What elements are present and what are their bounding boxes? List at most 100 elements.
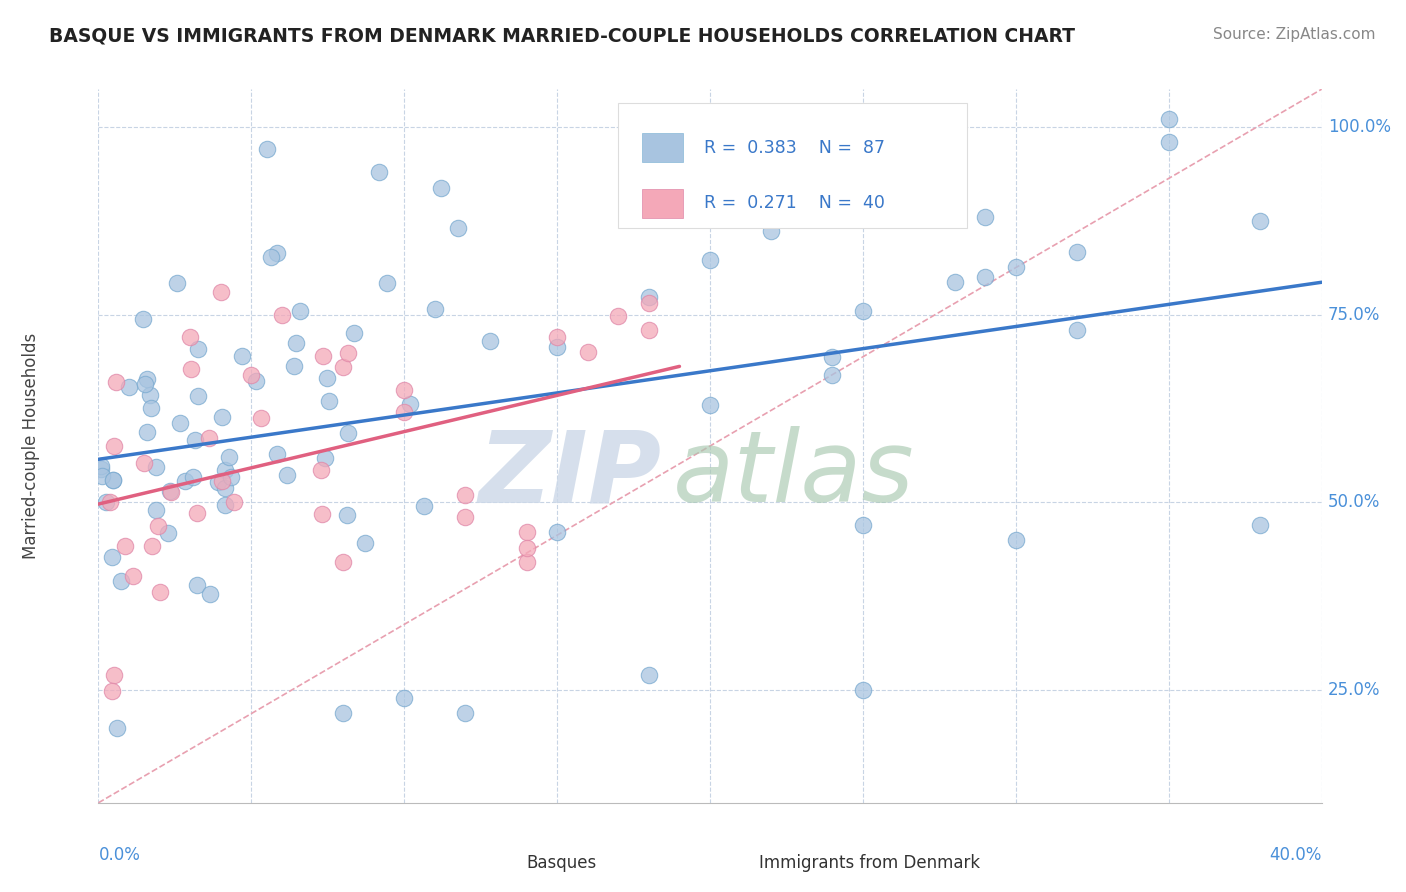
Point xyxy=(759,224,782,238)
Point xyxy=(368,165,391,179)
Point xyxy=(266,246,288,260)
Point xyxy=(224,494,246,508)
Point xyxy=(184,433,207,447)
Point xyxy=(412,499,434,513)
Point xyxy=(186,506,208,520)
Point xyxy=(423,301,446,316)
Point xyxy=(221,470,243,484)
Point xyxy=(179,330,201,344)
Point xyxy=(256,142,278,156)
Point xyxy=(392,405,416,419)
Point xyxy=(103,439,125,453)
Point xyxy=(94,495,117,509)
Point xyxy=(101,550,124,565)
Point xyxy=(332,556,354,570)
Point xyxy=(214,498,236,512)
Point xyxy=(943,275,966,289)
Point xyxy=(91,469,114,483)
Text: 100.0%: 100.0% xyxy=(1327,118,1391,136)
Point xyxy=(169,416,191,430)
Point xyxy=(90,462,112,476)
Point xyxy=(145,459,167,474)
Text: 0.0%: 0.0% xyxy=(98,846,141,863)
Point xyxy=(1004,533,1026,547)
Point xyxy=(314,450,336,465)
Point xyxy=(392,383,416,397)
Point xyxy=(146,519,169,533)
Point xyxy=(240,368,263,382)
Point xyxy=(283,359,305,373)
Point xyxy=(288,304,311,318)
FancyBboxPatch shape xyxy=(641,134,683,162)
Point xyxy=(214,463,236,477)
Point xyxy=(637,322,661,336)
Point xyxy=(392,690,416,705)
Point xyxy=(974,270,997,285)
Point xyxy=(546,330,568,344)
Point xyxy=(149,585,172,599)
Point xyxy=(187,389,209,403)
Point xyxy=(637,296,661,310)
Point xyxy=(141,539,163,553)
Point xyxy=(699,253,721,268)
Point xyxy=(430,181,453,195)
Point xyxy=(1004,260,1026,274)
FancyBboxPatch shape xyxy=(619,103,967,228)
Point xyxy=(343,326,366,340)
Point xyxy=(332,360,354,375)
Point xyxy=(399,397,422,411)
Point xyxy=(186,578,208,592)
Text: BASQUE VS IMMIGRANTS FROM DENMARK MARRIED-COUPLE HOUSEHOLDS CORRELATION CHART: BASQUE VS IMMIGRANTS FROM DENMARK MARRIE… xyxy=(49,27,1076,45)
Point xyxy=(103,473,125,487)
Point xyxy=(821,350,844,364)
Point xyxy=(375,276,398,290)
Point xyxy=(90,458,112,473)
Point xyxy=(852,304,875,318)
Text: atlas: atlas xyxy=(673,426,915,523)
Point xyxy=(516,556,538,570)
Point xyxy=(173,474,195,488)
Point xyxy=(1066,322,1088,336)
Text: Basques: Basques xyxy=(526,855,596,872)
Point xyxy=(312,349,335,363)
Point xyxy=(159,484,181,499)
FancyBboxPatch shape xyxy=(641,189,683,218)
Point xyxy=(105,721,128,735)
Point xyxy=(336,508,359,522)
Point xyxy=(141,401,163,416)
Point xyxy=(821,368,844,382)
Point xyxy=(103,668,125,682)
FancyBboxPatch shape xyxy=(477,850,517,877)
Point xyxy=(270,308,292,322)
Point xyxy=(139,387,162,401)
Point xyxy=(209,285,232,299)
Point xyxy=(156,525,179,540)
Point xyxy=(516,525,538,540)
Point xyxy=(576,344,599,359)
Point xyxy=(114,539,136,553)
Point xyxy=(1066,245,1088,260)
Point xyxy=(332,706,354,720)
Point xyxy=(266,447,288,461)
Point xyxy=(214,481,236,495)
Text: 40.0%: 40.0% xyxy=(1270,846,1322,863)
Point xyxy=(180,362,202,376)
Point xyxy=(134,376,156,391)
Point xyxy=(454,510,477,524)
Point xyxy=(454,706,477,720)
Text: Married-couple Households: Married-couple Households xyxy=(22,333,41,559)
Point xyxy=(516,541,538,555)
Point xyxy=(852,683,875,698)
Point xyxy=(353,535,375,549)
Point xyxy=(1157,112,1180,127)
Point xyxy=(546,525,568,540)
Point xyxy=(231,349,253,363)
Point xyxy=(454,488,477,502)
Point xyxy=(117,380,139,394)
Text: ZIP: ZIP xyxy=(478,426,661,523)
Point xyxy=(1157,135,1180,149)
Point xyxy=(318,394,340,409)
Point xyxy=(337,426,360,441)
Point xyxy=(181,470,204,484)
Point xyxy=(852,517,875,532)
